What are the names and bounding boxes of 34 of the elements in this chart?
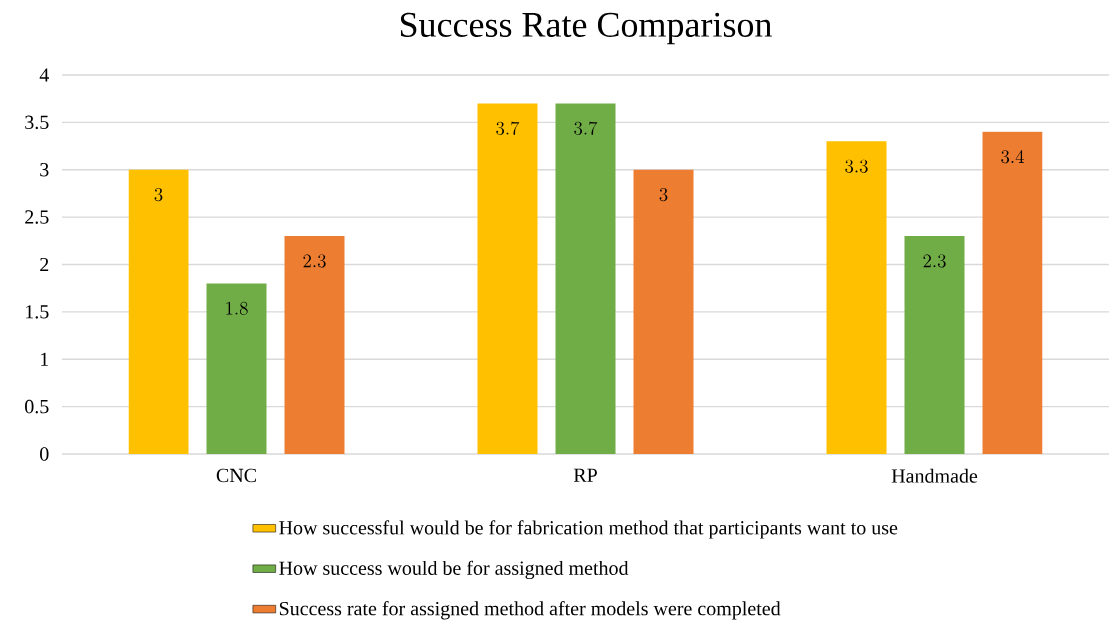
x-tick-label: Handmade: [891, 468, 978, 483]
y-tick-label: 1: [41, 352, 49, 366]
y-tick-label: 1.5: [26, 305, 49, 319]
data-label: 3.3: [845, 159, 868, 173]
x-tick-label: CNC: [216, 468, 256, 483]
data-label: 3.7: [574, 121, 598, 135]
y-tick-label: 0: [40, 447, 49, 461]
data-label: 2.3: [923, 254, 946, 268]
x-tick-label: RP: [573, 468, 597, 482]
data-label: 3: [659, 188, 668, 202]
bar: [284, 236, 345, 454]
legend-label: Success rate for assigned method after models were completed: [279, 601, 781, 620]
data-label: 2.3: [303, 254, 326, 268]
y-tick-label: 2.5: [25, 210, 49, 224]
data-label: 3.7: [496, 121, 520, 135]
data-label: 1 .8: [226, 301, 248, 315]
bar: [477, 103, 538, 454]
y-tick-label: 2: [40, 257, 49, 272]
y-tick-label: 3.5: [25, 115, 49, 130]
y-tick-label: 4: [39, 68, 49, 82]
bar: [633, 169, 694, 454]
bar: [128, 169, 189, 454]
bar: [555, 103, 616, 454]
bar: [206, 283, 267, 454]
legend-label: How successful would be for fabrication method that participants want to use: [279, 520, 898, 539]
y-tick-label: 3: [40, 163, 49, 177]
legend-label: How success would be for assigned method: [279, 560, 629, 580]
data-label: 3.4: [1001, 149, 1024, 164]
bar: [982, 131, 1043, 454]
data-label: 3: [154, 188, 163, 202]
y-tick-label: 0.5: [25, 399, 49, 414]
bar: [904, 236, 965, 454]
bar: [826, 141, 887, 454]
chart-title: Success Rate Comparison: [400, 12, 772, 45]
